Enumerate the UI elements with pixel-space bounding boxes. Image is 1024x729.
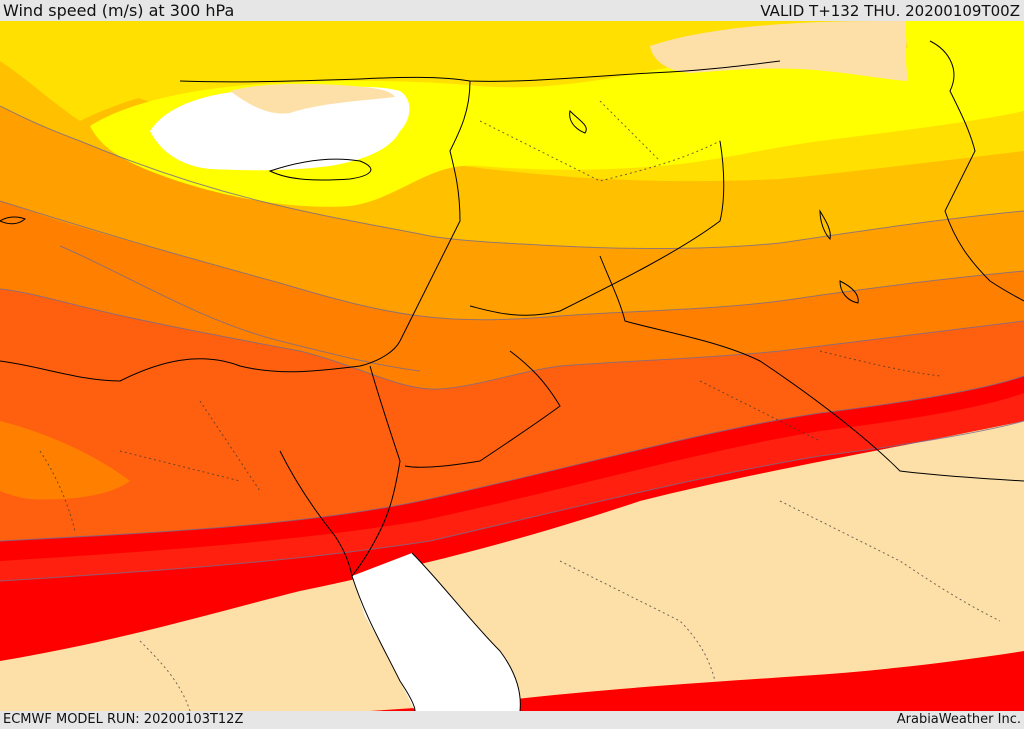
band-light-west	[0, 421, 130, 500]
wind-speed-map[interactable]	[0, 21, 1024, 711]
map-header: Wind speed (m/s) at 300 hPa VALID T+132 …	[0, 0, 1024, 21]
admin-borders	[39, 100, 1001, 711]
contour-lines	[0, 105, 1024, 582]
map-canvas	[0, 21, 1024, 711]
credit-label: ArabiaWeather Inc.	[896, 712, 1021, 727]
red-sea-area	[352, 553, 521, 711]
band-yellow-ne	[905, 21, 1024, 101]
band-white-pool	[150, 86, 410, 171]
model-run-label: ECMWF MODEL RUN: 20200103T12Z	[3, 712, 244, 727]
valid-time: VALID T+132 THU. 20200109T00Z	[760, 2, 1020, 20]
band-tan-ne	[650, 21, 910, 81]
map-footer: ECMWF MODEL RUN: 20200103T12Z ArabiaWeat…	[0, 711, 1024, 729]
band-tan-south	[0, 421, 1024, 711]
coastlines	[0, 40, 1024, 711]
band-tan-pool	[230, 83, 395, 114]
band-red-bottom	[370, 659, 1024, 711]
map-title: Wind speed (m/s) at 300 hPa	[3, 1, 235, 20]
band-yellow	[0, 21, 1024, 121]
